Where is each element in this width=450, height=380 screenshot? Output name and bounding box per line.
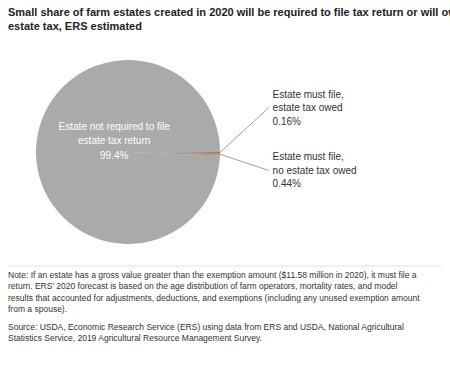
data-label-line: 0.44% (273, 178, 301, 189)
data-label-line: Estate not required to file (59, 121, 171, 132)
data-label: Estate must file, estate tax owed 0.16% (273, 89, 344, 127)
source-line: Source: USDA, Economic Research Service … (8, 322, 404, 332)
pie (36, 60, 220, 244)
pie-slice (128, 152, 220, 155)
title: Small share of farm estates created in 2… (8, 6, 450, 32)
title-line: Small share of farm estates created in 2… (8, 6, 450, 18)
data-label-line: estate tax return (78, 135, 150, 146)
note-line: return. ERS’ 2020 forecast is based on t… (8, 281, 398, 291)
separator (8, 266, 442, 267)
source: Source: USDA, Economic Research Service … (8, 322, 404, 343)
leader-line (220, 108, 269, 153)
chart: Small share of farm estates created in 2… (0, 0, 450, 380)
data-label-line: estate tax owed (273, 102, 343, 113)
note: Note: If an estate has a gross value gre… (8, 270, 420, 314)
pie-slice (36, 60, 220, 244)
source-line: Statistics Service, 2019 Agricultural Re… (8, 333, 262, 343)
leader-line (220, 154, 269, 170)
data-label-line: 99.4% (100, 150, 128, 161)
data-label-line: Estate must file, (273, 89, 344, 100)
data-label-line: 0.16% (273, 116, 301, 127)
data-label: Estate not required to file estate tax re… (59, 121, 171, 161)
data-label-line: Estate must file, (273, 151, 344, 162)
data-label-line: no estate tax owed (273, 165, 357, 176)
title-line: estate tax, ERS estimated (8, 20, 142, 32)
note-line: Note: If an estate has a gross value gre… (8, 270, 417, 280)
note-line: from a spouse). (8, 304, 67, 314)
note-line: results that accounted for adjustments, … (8, 293, 420, 303)
data-label: Estate must file, no estate tax owed 0.44% (273, 151, 357, 189)
